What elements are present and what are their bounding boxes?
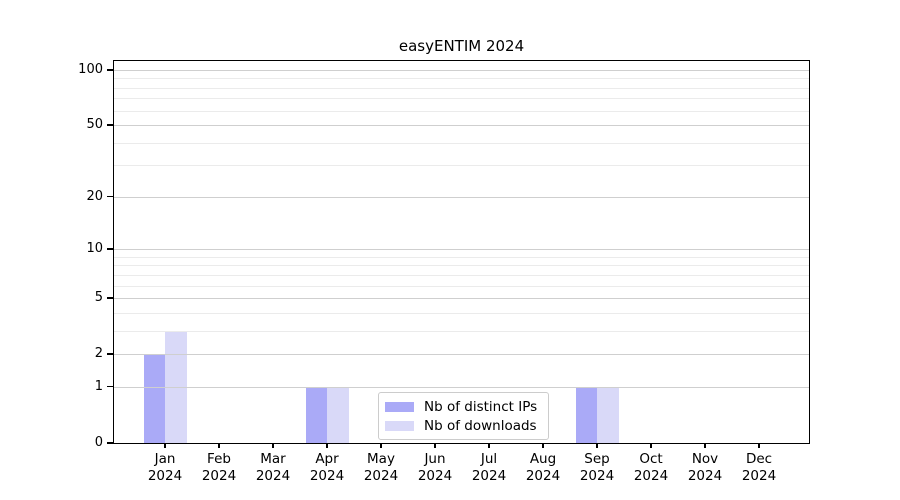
minor-gridline-60 [114,110,809,112]
x-tick-mark-apr [326,443,328,448]
major-gridline-5 [114,298,809,300]
y-tick-label-100: 100 [78,62,103,77]
x-tick-label-oct: Oct 2024 [633,451,669,484]
minor-gridline-7 [114,274,809,276]
legend-item-distinct-ips: Nb of distinct IPs [385,398,538,415]
minor-gridline-4 [114,312,809,314]
y-tick-label-0: 0 [94,435,103,450]
x-tick-mark-may [380,443,382,448]
y-tick-label-2: 2 [94,346,103,362]
chart-title: easyENTIM 2024 [398,37,525,55]
x-tick-mark-aug [542,443,544,448]
x-tick-mark-oct [650,443,652,448]
y-tick-label-5: 5 [94,290,103,306]
x-tick-label-mar: Mar 2024 [255,451,291,484]
x-tick-mark-mar [272,443,274,448]
x-tick-label-aug: Aug 2024 [525,451,561,484]
x-tick-mark-jan [164,443,166,448]
major-gridline-10 [114,249,809,251]
x-tick-mark-jul [488,443,490,448]
x-tick-mark-nov [704,443,706,448]
legend-item-downloads: Nb of downloads [385,417,537,434]
y-tick-label-1: 1 [94,378,103,394]
minor-gridline-30 [114,165,809,167]
y-tick-mark-10 [107,248,114,250]
y-tick-mark-5 [107,297,114,299]
x-tick-label-sep: Sep 2024 [579,451,615,484]
y-tick-mark-100 [107,69,114,71]
bar-distinct-ips-jan [144,354,165,443]
bar-distinct-ips-apr [306,386,327,443]
x-tick-mark-feb [218,443,220,448]
x-tick-mark-sep [596,443,598,448]
x-tick-mark-jun [434,443,436,448]
y-tick-mark-2 [107,353,114,355]
bar-downloads-apr [327,386,349,443]
legend-label-downloads: Nb of downloads [424,417,537,434]
major-gridline-50 [114,125,809,127]
minor-gridline-90 [114,78,809,80]
minor-gridline-40 [114,142,809,144]
x-tick-label-may: May 2024 [363,451,399,484]
legend-label-distinct-ips: Nb of distinct IPs [424,398,538,415]
major-gridline-20 [114,196,809,198]
x-tick-label-dec: Dec 2024 [741,451,777,484]
major-gridline-1 [114,386,809,388]
y-tick-mark-50 [107,124,114,126]
y-tick-mark-20 [107,195,114,198]
x-tick-label-nov: Nov 2024 [687,451,723,484]
y-tick-label-50: 50 [86,117,103,133]
x-tick-label-apr: Apr 2024 [309,451,345,484]
y-tick-mark-0 [107,442,114,444]
minor-gridline-9 [114,256,809,258]
x-tick-label-jun: Jun 2024 [417,451,453,484]
minor-gridline-3 [114,330,809,332]
y-tick-mark-1 [107,385,114,388]
minor-gridline-6 [114,285,809,287]
minor-gridline-8 [114,265,809,267]
bar-downloads-sep [597,386,619,443]
legend-swatch-downloads [385,420,414,431]
legend: Nb of distinct IPs Nb of downloads [378,392,550,440]
legend-swatch-distinct-ips [385,401,414,412]
minor-gridline-70 [114,98,809,100]
major-gridline-2 [114,354,809,356]
x-tick-label-jan: Jan 2024 [147,451,183,484]
x-tick-mark-dec [758,443,760,448]
plot-area [113,60,810,444]
y-tick-label-20: 20 [86,188,103,204]
y-tick-label-10: 10 [86,241,103,257]
minor-gridline-80 [114,87,809,89]
major-gridline-100 [114,70,809,71]
x-tick-label-jul: Jul 2024 [471,451,507,484]
bar-distinct-ips-sep [576,386,597,443]
x-tick-label-feb: Feb 2024 [201,451,237,484]
